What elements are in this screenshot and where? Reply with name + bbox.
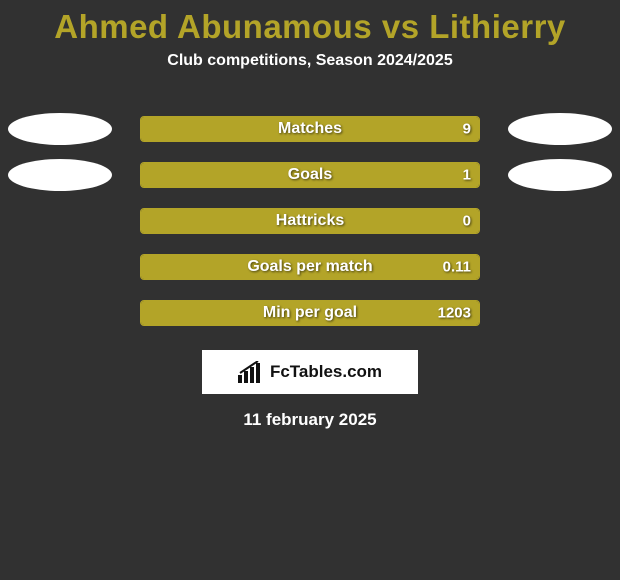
stat-bar: Hattricks 0 [140, 208, 480, 234]
stat-label: Matches [278, 120, 342, 138]
stat-bar: Min per goal 1203 [140, 300, 480, 326]
stat-label: Goals [288, 166, 332, 184]
stat-label: Hattricks [276, 212, 344, 230]
stat-row: Goals 1 [0, 152, 620, 198]
title: Ahmed Abunamous vs Lithierry [0, 8, 620, 46]
stat-row: Hattricks 0 [0, 198, 620, 244]
stat-bar: Goals per match 0.11 [140, 254, 480, 280]
comparison-card: Ahmed Abunamous vs Lithierry Club compet… [0, 0, 620, 430]
stat-value: 0.11 [443, 259, 471, 276]
branding: FcTables.com [202, 350, 418, 394]
stat-value: 9 [463, 121, 471, 138]
branding-text: FcTables.com [270, 362, 382, 382]
stat-row: Goals per match 0.11 [0, 244, 620, 290]
chart-icon [238, 361, 264, 383]
stat-row: Min per goal 1203 [0, 290, 620, 336]
right-oval [508, 159, 612, 191]
stat-value: 1203 [438, 305, 471, 322]
subtitle: Club competitions, Season 2024/2025 [0, 52, 620, 70]
stat-value: 0 [463, 213, 471, 230]
stat-rows: Matches 9 Goals 1 Hattricks 0 Goals per match 0… [0, 106, 620, 336]
left-oval [8, 159, 112, 191]
stat-value: 1 [463, 167, 471, 184]
stat-label: Goals per match [247, 258, 372, 276]
stat-bar: Matches 9 [140, 116, 480, 142]
stat-label: Min per goal [263, 304, 357, 322]
date: 11 february 2025 [0, 410, 620, 430]
left-oval [8, 113, 112, 145]
stat-bar: Goals 1 [140, 162, 480, 188]
right-oval [508, 113, 612, 145]
stat-row: Matches 9 [0, 106, 620, 152]
